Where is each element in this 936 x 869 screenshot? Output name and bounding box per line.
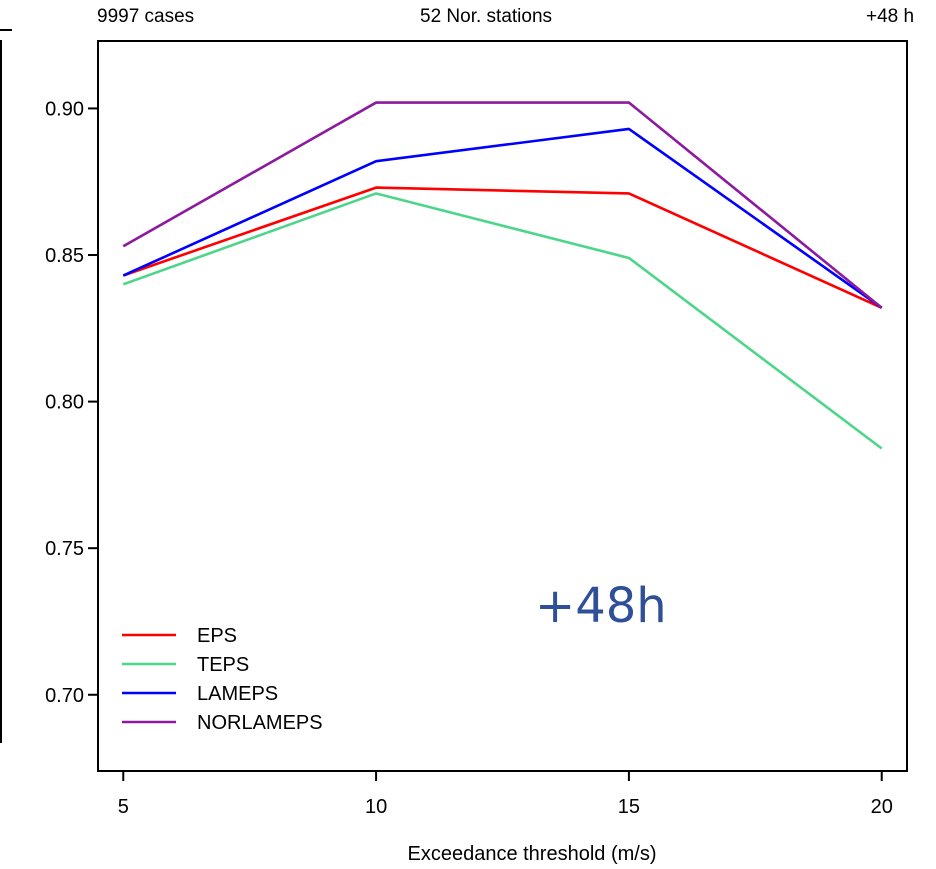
series-line-eps bbox=[122, 186, 883, 309]
header-cases: 9997 cases bbox=[97, 6, 195, 27]
y-tick-label: 0.75 bbox=[45, 538, 84, 560]
x-tick-label: 10 bbox=[365, 796, 387, 818]
legend-label: TEPS bbox=[197, 654, 249, 676]
x-axis-label: Exceedance threshold (m/s) bbox=[407, 843, 656, 865]
x-tick-label: 20 bbox=[871, 796, 893, 818]
left-edge-tick bbox=[0, 29, 12, 31]
series-line-lameps bbox=[122, 127, 883, 309]
series-line-norlameps bbox=[122, 101, 883, 309]
series-line-teps bbox=[122, 192, 883, 450]
plot-frame bbox=[97, 40, 908, 772]
header-leadtime: +48 h bbox=[866, 6, 915, 27]
left-edge-rule bbox=[0, 40, 2, 743]
y-tick-label: 0.90 bbox=[45, 98, 84, 120]
y-tick-label: 0.70 bbox=[45, 685, 84, 707]
y-tick-label: 0.80 bbox=[45, 392, 84, 414]
legend-label: EPS bbox=[197, 625, 237, 647]
y-axis: 0.70 0.75 0.80 0.85 0.90 bbox=[45, 98, 98, 707]
header-stations: 52 Nor. stations bbox=[420, 6, 553, 27]
legend-label: NORLAMEPS bbox=[197, 712, 323, 734]
x-axis: 5 10 15 20 bbox=[118, 771, 893, 818]
leadtime-overlay-label: +48h bbox=[535, 578, 667, 634]
series-lines bbox=[122, 101, 883, 450]
x-tick-label: 15 bbox=[618, 796, 640, 818]
legend-label: LAMEPS bbox=[197, 683, 278, 705]
x-tick-label: 5 bbox=[118, 796, 129, 818]
y-tick-label: 0.85 bbox=[45, 245, 84, 267]
legend: EPS TEPS LAMEPS NORLAMEPS bbox=[122, 625, 323, 734]
